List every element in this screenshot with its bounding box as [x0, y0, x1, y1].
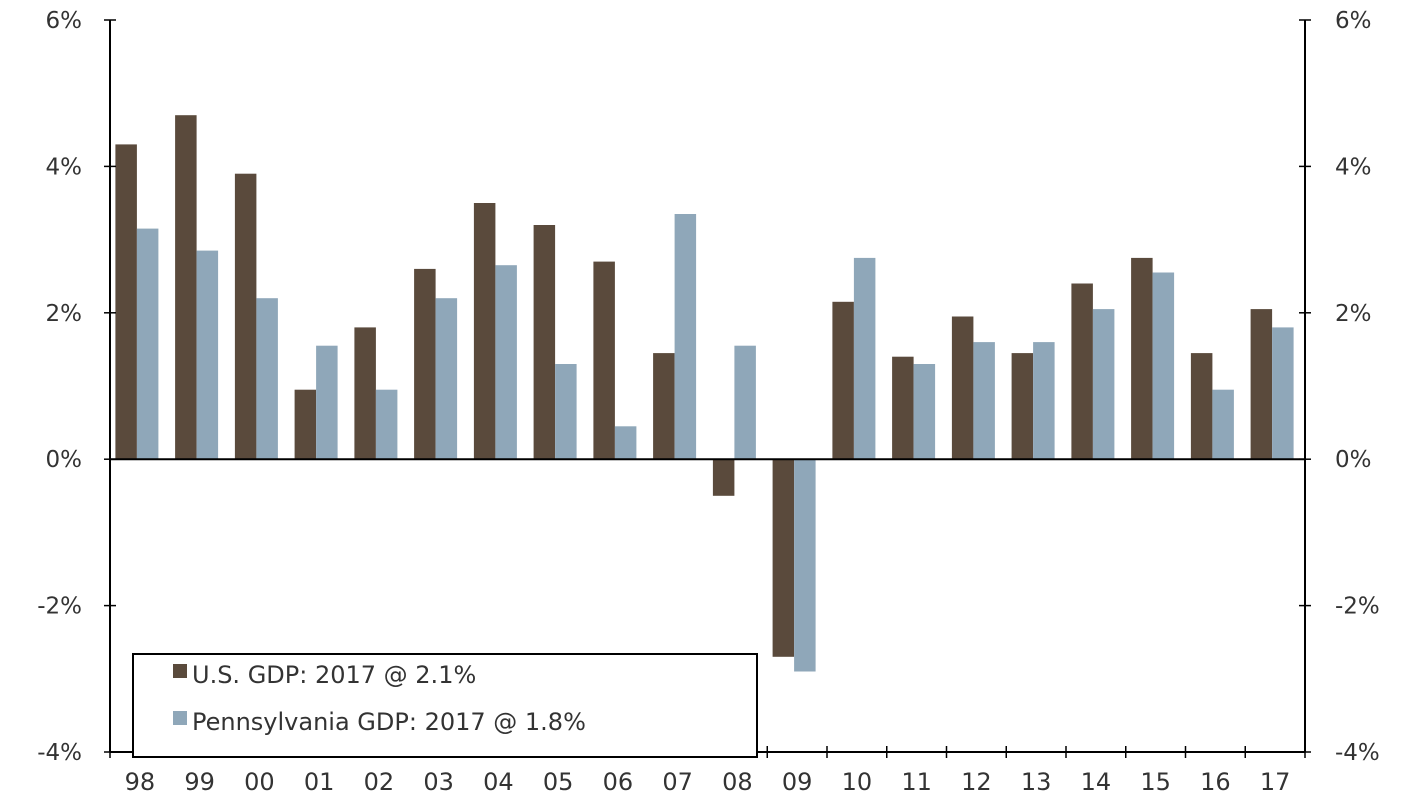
bar-pa-11 [913, 364, 936, 460]
bar-us-02 [354, 327, 376, 460]
bar-us-12 [951, 316, 974, 460]
legend-swatch-pa [173, 711, 187, 725]
ytick-label-left: -4% [37, 740, 82, 766]
legend: U.S. GDP: 2017 @ 2.1% Pennsylvania GDP: … [132, 653, 758, 758]
category-label-10: 10 [842, 768, 873, 796]
axes-layer [104, 19, 1311, 758]
bar-us-01 [294, 389, 317, 460]
category-label-16: 16 [1200, 768, 1231, 796]
ytick-label-right: 4% [1335, 154, 1372, 180]
bar-pa-01 [316, 345, 338, 460]
bar-us-09 [772, 459, 795, 657]
bar-us-17 [1250, 309, 1273, 460]
bar-pa-14 [1092, 309, 1115, 460]
category-label-15: 15 [1140, 768, 1171, 796]
bar-pa-10 [853, 257, 876, 460]
bar-pa-17 [1272, 327, 1294, 460]
ytick-label-right: -4% [1335, 740, 1380, 766]
category-label-01: 01 [304, 768, 335, 796]
category-label-08: 08 [722, 768, 753, 796]
legend-swatch-us [173, 664, 187, 678]
category-label-09: 09 [782, 768, 813, 796]
category-label-04: 04 [483, 768, 514, 796]
bar-us-06 [593, 261, 615, 460]
bar-us-15 [1131, 257, 1153, 460]
bar-pa-12 [973, 342, 995, 460]
bar-pa-08 [734, 345, 756, 460]
ytick-label-left: 2% [46, 301, 83, 327]
bar-us-11 [892, 356, 914, 460]
labels-layer: -4% -4% -2% -2% 0% 0% 2% 2% 4% 4% 6% 6% 98 99 00 01 02 03… [37, 8, 1380, 796]
legend-box [132, 653, 758, 758]
bar-pa-99 [196, 250, 219, 460]
bar-pa-02 [375, 389, 398, 460]
category-label-13: 13 [1021, 768, 1052, 796]
bar-us-05 [533, 225, 556, 460]
bar-us-08 [712, 459, 735, 496]
bars-layer [115, 115, 1294, 672]
bar-us-16 [1190, 353, 1213, 460]
category-label-17: 17 [1260, 768, 1291, 796]
bar-pa-09 [794, 459, 816, 672]
ytick-label-right: -2% [1335, 594, 1380, 620]
bar-us-13 [1011, 353, 1034, 460]
category-label-02: 02 [364, 768, 395, 796]
bar-pa-13 [1033, 342, 1055, 460]
bar-pa-06 [614, 426, 637, 460]
category-label-03: 03 [423, 768, 454, 796]
ytick-label-left: 0% [46, 447, 83, 473]
bar-pa-00 [256, 298, 278, 460]
category-label-05: 05 [543, 768, 574, 796]
category-label-07: 07 [662, 768, 693, 796]
legend-label-us: U.S. GDP: 2017 @ 2.1% [192, 661, 476, 689]
category-label-06: 06 [603, 768, 634, 796]
ytick-label-left: -2% [37, 594, 82, 620]
ytick-label-right: 0% [1335, 447, 1372, 473]
category-label-11: 11 [901, 768, 932, 796]
bar-pa-98 [136, 228, 159, 460]
bar-us-14 [1071, 283, 1093, 460]
legend-label-pa: Pennsylvania GDP: 2017 @ 1.8% [192, 708, 586, 736]
category-label-98: 98 [125, 768, 156, 796]
bar-us-04 [473, 203, 496, 460]
bar-us-99 [175, 115, 197, 460]
category-label-14: 14 [1081, 768, 1112, 796]
category-label-00: 00 [244, 768, 275, 796]
ytick-label-left: 4% [46, 154, 83, 180]
ytick-label-right: 2% [1335, 301, 1372, 327]
category-label-99: 99 [184, 768, 215, 796]
bar-pa-04 [495, 265, 517, 460]
ytick-label-right: 6% [1335, 8, 1372, 34]
bar-us-03 [414, 268, 436, 460]
bar-pa-07 [674, 214, 697, 460]
category-label-12: 12 [961, 768, 992, 796]
ytick-label-left: 6% [46, 8, 83, 34]
bar-us-10 [832, 301, 854, 460]
bar-pa-15 [1152, 272, 1175, 460]
bar-us-98 [115, 144, 137, 460]
bar-pa-03 [435, 298, 458, 460]
bar-us-00 [234, 173, 257, 460]
bar-pa-05 [555, 364, 577, 460]
bar-us-07 [653, 353, 675, 460]
bar-pa-16 [1212, 389, 1234, 460]
